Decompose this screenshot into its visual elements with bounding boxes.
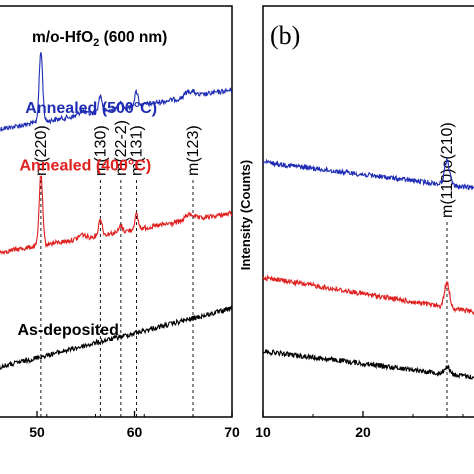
reflection-label: m(130)	[92, 125, 109, 176]
reflection-label: m(123)	[185, 125, 202, 176]
panel-a-frame	[0, 5, 233, 418]
reflection-label: m(131)	[128, 125, 145, 176]
x-tick-label: 50	[29, 424, 45, 440]
series-line	[262, 274, 474, 316]
series-line	[262, 348, 474, 380]
series-line	[262, 158, 474, 191]
x-tick-label: 70	[224, 424, 240, 440]
x-tick-label: 10	[255, 424, 271, 440]
x-tick-label: 60	[127, 424, 143, 440]
series-label: Annealed (400°C)	[19, 158, 151, 175]
x-tick-label: 20	[355, 424, 371, 440]
reflection-label: m(220)	[33, 125, 50, 176]
panel-b-frame	[262, 5, 474, 418]
panel-b: (b) Intensity (Counts) m(110)o(210) 10 20	[238, 5, 474, 440]
y-axis-label: Intensity (Counts)	[238, 160, 253, 271]
series-label: As-deposited	[18, 322, 119, 339]
series-line	[0, 175, 233, 255]
reflection-label: m(22-2)	[113, 120, 130, 176]
series-line	[0, 304, 233, 371]
reflection-label: m(110)o(210)	[439, 122, 456, 218]
panel-a-title: m/o-HfO2 (600 nm)	[32, 29, 167, 49]
series-line	[0, 52, 233, 133]
panel-b-label: (b)	[270, 21, 300, 50]
panel-a: m(220) m(130) m(22-2)m(131) m(123) Annealed…	[0, 5, 240, 440]
series-label: Annealed (500°C)	[25, 100, 157, 117]
